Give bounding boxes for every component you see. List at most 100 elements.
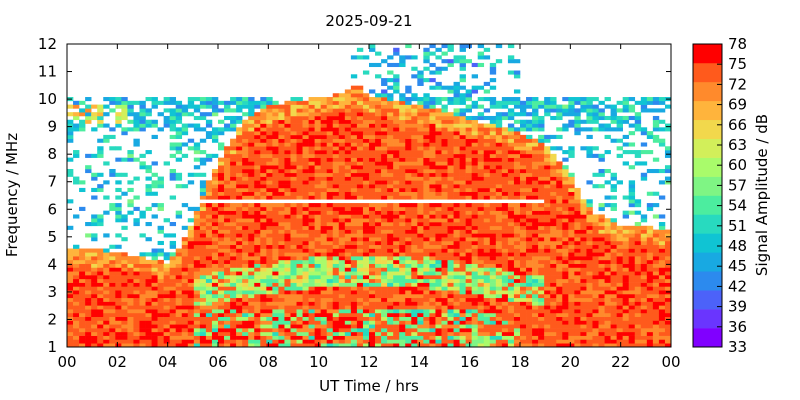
spectrogram-cell bbox=[320, 150, 328, 155]
spectrogram-cell bbox=[157, 316, 164, 321]
spectrogram-cell bbox=[326, 191, 334, 196]
spectrogram-cell bbox=[435, 191, 442, 196]
spectrogram-cell bbox=[495, 131, 503, 136]
spectrogram-cell bbox=[205, 293, 213, 299]
spectrogram-cell bbox=[411, 240, 418, 246]
spectrogram-cell bbox=[489, 123, 497, 128]
spectrogram-cell bbox=[501, 138, 509, 143]
spectrogram-cell bbox=[393, 184, 400, 189]
spectrogram-cell bbox=[507, 335, 515, 340]
spectrogram-cell bbox=[350, 180, 358, 185]
spectrogram-cell bbox=[483, 301, 491, 306]
spectrogram-cell bbox=[538, 229, 545, 234]
spectrogram-cell bbox=[97, 312, 104, 317]
spectrogram-cell bbox=[399, 157, 406, 162]
spectrogram-cell bbox=[302, 165, 309, 170]
spectrogram-cell bbox=[423, 218, 430, 223]
spectrogram-cell bbox=[278, 343, 285, 347]
spectrogram-cell bbox=[314, 138, 321, 143]
spectrogram-cell bbox=[127, 290, 134, 295]
spectrogram-cell bbox=[248, 267, 255, 272]
spectrogram-cell bbox=[417, 153, 424, 158]
spectrogram-cell bbox=[387, 62, 394, 68]
spectrogram-cell bbox=[302, 312, 309, 317]
spectrogram-cell bbox=[393, 282, 400, 287]
spectrogram-cell bbox=[387, 301, 394, 306]
spectrogram-cell bbox=[417, 259, 424, 264]
spectrogram-cell bbox=[284, 271, 291, 276]
spectrogram-cell bbox=[284, 127, 291, 132]
spectrogram-cell bbox=[369, 233, 376, 238]
spectrogram-cell bbox=[284, 191, 291, 196]
spectrogram-cell bbox=[532, 108, 539, 113]
spectrogram-cell bbox=[435, 316, 442, 321]
spectrogram-cell bbox=[423, 259, 430, 264]
spectrogram-cell bbox=[272, 112, 279, 117]
spectrogram-cell bbox=[501, 127, 509, 132]
spectrogram-cell bbox=[513, 119, 521, 124]
spectrogram-cell bbox=[447, 47, 454, 52]
spectrogram-cell bbox=[501, 275, 509, 280]
spectrogram-cell bbox=[193, 97, 201, 102]
spectrogram-cell bbox=[405, 161, 412, 166]
spectrogram-cell bbox=[544, 184, 551, 189]
spectrogram-cell bbox=[465, 218, 472, 223]
spectrogram-cell bbox=[356, 195, 364, 200]
spectrogram-cell bbox=[175, 104, 183, 109]
spectrogram-cell bbox=[393, 89, 400, 94]
spectrogram-cell bbox=[369, 275, 376, 280]
spectrogram-cell bbox=[435, 214, 442, 219]
spectrogram-cell bbox=[193, 293, 201, 299]
spectrogram-cell bbox=[520, 112, 527, 117]
spectrogram-cell bbox=[296, 131, 303, 136]
spectrogram-cell bbox=[296, 157, 303, 162]
spectrogram-cell bbox=[338, 282, 346, 287]
spectrogram-cell bbox=[127, 324, 134, 329]
spectrogram-cell bbox=[459, 252, 466, 257]
spectrogram-cell bbox=[520, 153, 527, 158]
spectrogram-cell bbox=[308, 203, 315, 208]
spectrogram-cell bbox=[284, 187, 291, 193]
spectrogram-cell bbox=[387, 263, 394, 268]
spectrogram-cell bbox=[538, 180, 545, 185]
spectrogram-cell bbox=[429, 97, 436, 102]
spectrogram-cell bbox=[435, 237, 442, 242]
spectrogram-cell bbox=[459, 259, 466, 264]
spectrogram-cell bbox=[544, 237, 551, 242]
spectrogram-cell bbox=[266, 278, 273, 283]
spectrogram-cell bbox=[417, 115, 424, 121]
spectrogram-cell bbox=[79, 331, 86, 336]
spectrogram-cell bbox=[296, 127, 303, 132]
spectrogram-cell bbox=[290, 119, 297, 124]
spectrogram-cell bbox=[471, 195, 479, 200]
spectrogram-cell bbox=[254, 161, 261, 166]
spectrogram-cell bbox=[272, 191, 279, 196]
spectrogram-cell bbox=[471, 115, 479, 121]
spectrogram-cell bbox=[278, 150, 285, 155]
spectrogram-cell bbox=[562, 282, 569, 287]
spectrogram-cell bbox=[520, 320, 527, 325]
spectrogram-cell bbox=[544, 195, 551, 200]
spectrogram-cell bbox=[67, 297, 74, 302]
spectrogram-cell bbox=[73, 256, 80, 261]
spectrogram-cell bbox=[175, 271, 183, 276]
spectrogram-cell bbox=[411, 278, 418, 283]
spectrogram-cell bbox=[429, 150, 436, 155]
spectrogram-cell bbox=[556, 301, 563, 306]
spectrogram-cell bbox=[411, 320, 418, 325]
spectrogram-cell bbox=[526, 165, 533, 170]
spectrogram-cell bbox=[290, 210, 297, 215]
spectrogram-cell bbox=[429, 290, 436, 295]
spectrogram-cell bbox=[483, 153, 491, 158]
spectrogram-cell bbox=[520, 138, 527, 143]
spectrogram-cell bbox=[520, 206, 527, 211]
spectrogram-cell bbox=[562, 305, 569, 310]
spectrogram-cell bbox=[538, 142, 545, 147]
spectrogram-cell bbox=[417, 335, 424, 340]
spectrogram-cell bbox=[381, 142, 388, 147]
spectrogram-cell bbox=[459, 275, 466, 280]
spectrogram-cell bbox=[477, 85, 485, 90]
spectrogram-cell bbox=[139, 316, 146, 321]
spectrogram-cell bbox=[356, 153, 364, 158]
spectrogram-cell bbox=[67, 343, 74, 347]
